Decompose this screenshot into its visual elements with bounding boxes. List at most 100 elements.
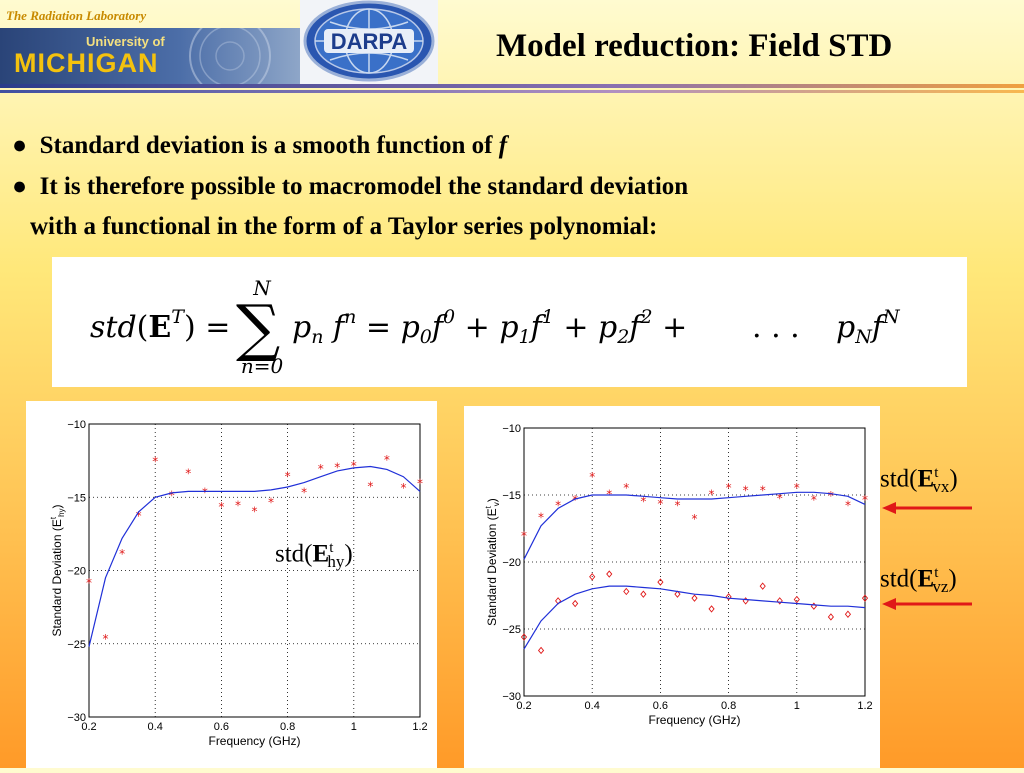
std-prefix: std( [275,540,313,568]
data-point-diamond [708,605,715,613]
fit-curve [523,585,866,650]
plot-v-panel: 0.2 0.4 0.6 0.8 1 1.2 −10 −15 −20 −25 −30 Frequency… [464,406,880,768]
std-e: E [312,540,330,568]
data-point-diamond [827,613,834,621]
data-point-star: * [417,477,423,491]
univ-line1: University of [86,34,165,49]
arrow-vz-icon [882,598,972,610]
y-tick-label: −30 [67,712,86,724]
bullet-2-line2: with a functional in the form of a Taylo… [30,213,658,240]
fit-curve [523,491,866,560]
std-sup: t [934,465,939,481]
y-tick-label: −30 [502,691,521,703]
x-tick-label: 0.4 [148,721,163,733]
y-tick-label: −25 [502,624,521,636]
bullet-1: ● Standard deviation is a smooth functio… [12,132,507,160]
data-point-diamond [742,597,749,605]
std-sub-vz: vz [932,577,949,597]
data-point-star: * [692,512,698,526]
std-prefix: std( [880,465,918,493]
x-tick-label: 1.2 [412,721,427,733]
data-point-star: * [555,498,561,512]
data-point-diamond [759,582,766,590]
data-point-diamond [674,590,681,598]
x-tick-label: 0.6 [214,721,229,733]
data-point-star: * [726,481,732,495]
data-point-star: * [845,498,851,512]
data-point-diamond [776,597,783,605]
chart-vx-vz: 0.2 0.4 0.6 0.8 1 1.2 −10 −15 −20 −25 −30 Frequency… [484,423,873,727]
std-close: ) [948,565,957,593]
std-sub-hy: hy [327,552,345,572]
data-point-star: * [119,547,125,561]
globe-icon: DARPA [303,0,435,82]
data-point-star: * [202,485,208,499]
data-point-diamond [520,633,528,641]
eq-rhs: pn fn = p0f0 + p1f1 + p2f2 + [292,306,687,348]
darpa-logo: DARPA [300,0,438,84]
y-tick-label: −15 [67,492,86,504]
eq-lhs: std(ET) = [90,306,230,345]
data-point-diamond [572,599,579,608]
data-point-star: * [152,455,158,469]
data-point-diamond [640,590,647,598]
chart-hy: 0.2 0.4 0.6 0.8 1 1.2 −10 −15 −20 −25 −30 Frequency… [49,419,428,748]
x-tick-label: 0.8 [280,721,295,733]
y-tick-label: −20 [67,566,86,578]
university-michigan-logo: University of MICHIGAN [0,28,300,84]
std-close: ) [949,465,958,493]
label-std-vz: std(Etvz) [880,565,957,597]
data-point-star: * [521,529,527,543]
std-prefix: std( [880,565,918,593]
x-tick-label: 0.8 [721,700,736,712]
data-point-diamond [725,593,732,601]
data-point-diamond [810,602,817,610]
data-point-star: * [252,504,258,518]
header: The Radiation Laboratory University of M… [0,0,1024,84]
data-point-star: * [760,484,766,498]
std-e: E [917,465,935,493]
data-point-diamond [537,646,545,655]
y-tick-label: −10 [67,419,86,431]
data-point-star: * [862,493,868,507]
data-point-star: * [743,484,749,498]
data-point-star: * [285,469,291,483]
std-sub-vx: vx [932,477,950,497]
std-sup: t [934,565,939,581]
arrows [882,502,972,610]
data-point-star: * [169,488,175,502]
page-title: Model reduction: Field STD [496,28,893,64]
data-point-star: * [268,496,274,510]
data-point-star: * [185,466,191,480]
sum-upper: N [252,276,272,300]
plot-frame [88,423,421,718]
univ-line2: MICHIGAN [14,48,159,78]
data-point-star: * [367,480,373,494]
data-point-star: * [301,485,307,499]
bullet-1-text: Standard deviation is a smooth function … [39,132,493,159]
data-point-star: * [657,497,663,511]
std-sup: t [329,540,334,556]
data-point-star: * [86,576,92,590]
data-point-star: * [589,470,595,484]
equation-svg: std(ET) = ∑ N n=0 pn fn = p0f0 + p1f1 + … [90,276,901,378]
eq-ellipsis: . . . [752,310,800,345]
header-divider-2 [0,90,1024,93]
x-tick-label: 0.2 [516,700,531,712]
data-point-star: * [811,493,817,507]
data-point-star: * [623,481,629,495]
data-point-diamond [691,594,698,602]
data-point-star: * [136,509,142,523]
darpa-text: DARPA [331,29,408,54]
x-tick-label: 1 [351,721,357,733]
taylor-equation: std(ET) = ∑ N n=0 pn fn = p0f0 + p1f1 + … [52,257,967,387]
data-point-star: * [777,492,783,506]
fit-curve [88,465,421,647]
std-close: ) [344,540,353,568]
data-point-diamond [606,570,613,578]
x-axis-label: Frequency (GHz) [208,734,300,748]
data-point-star: * [400,481,406,495]
label-std-vx: std(Etvx) [880,465,958,497]
data-point-star: * [538,510,544,524]
data-point-diamond [589,573,596,581]
